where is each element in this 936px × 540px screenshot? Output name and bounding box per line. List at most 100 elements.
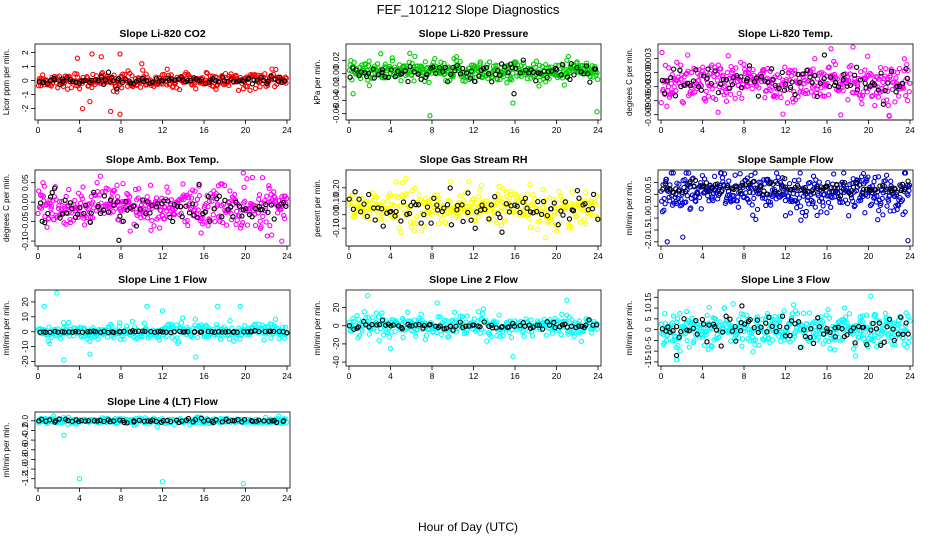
data-point: [511, 91, 517, 97]
data-point: [810, 173, 817, 179]
data-point: [544, 212, 550, 219]
data-point: [483, 69, 489, 76]
data-point: [880, 190, 886, 196]
data-point: [111, 187, 117, 194]
data-point: [573, 330, 579, 336]
panel-title: Slope Li-820 Pressure: [419, 28, 529, 40]
data-point: [117, 205, 123, 211]
data-point: [765, 335, 772, 341]
data-point: [810, 66, 816, 72]
x-tick-label: 0: [659, 371, 664, 381]
data-point: [545, 68, 551, 75]
data-point: [215, 79, 221, 85]
data-point: [57, 215, 63, 221]
data-point: [506, 329, 512, 336]
data-point: [423, 332, 430, 339]
data-point: [409, 72, 415, 79]
data-point: [234, 208, 240, 215]
data-point: [668, 170, 674, 176]
data-point: [221, 182, 228, 189]
data-point: [140, 197, 146, 203]
data-point: [841, 170, 847, 176]
data-point: [99, 189, 105, 195]
data-point: [882, 177, 889, 184]
data-point: [493, 325, 499, 331]
data-point: [796, 177, 802, 183]
x-tick-label: 12: [158, 371, 168, 381]
data-point: [469, 197, 476, 203]
data-point: [824, 210, 830, 216]
data-point: [463, 70, 470, 76]
data-point: [777, 189, 783, 195]
data-point: [812, 331, 818, 338]
data-point: [568, 61, 574, 67]
data-point: [440, 69, 446, 75]
data-point: [87, 338, 93, 344]
y-tick-label: -0.02: [331, 77, 341, 97]
data-point: [687, 82, 693, 89]
data-point: [193, 354, 199, 360]
data-point: [142, 328, 148, 335]
data-point: [284, 330, 290, 336]
data-point: [504, 193, 510, 200]
data-point: [205, 194, 212, 200]
x-tick-label: 4: [700, 251, 705, 261]
data-point: [888, 178, 894, 184]
data-point: [241, 184, 247, 190]
data-point: [788, 187, 794, 193]
data-point: [662, 90, 668, 96]
data-point: [538, 211, 545, 218]
data-point: [252, 222, 259, 229]
x-tick-label: 12: [781, 371, 791, 381]
data-point: [279, 238, 285, 244]
data-point: [91, 189, 97, 196]
data-point: [880, 101, 887, 107]
data-point: [402, 68, 408, 74]
data-point: [754, 314, 761, 320]
data-point: [229, 216, 235, 223]
y-tick-label: -20: [331, 337, 341, 350]
data-point: [156, 225, 163, 231]
x-tick-label: 0: [347, 251, 352, 261]
data-point: [902, 209, 908, 215]
data-point: [737, 188, 743, 194]
data-point: [386, 334, 392, 340]
data-point: [730, 301, 736, 307]
data-point: [104, 334, 111, 340]
data-point: [37, 200, 44, 206]
data-point: [398, 78, 404, 84]
x-tick-label: 16: [822, 371, 832, 381]
data-point: [903, 320, 909, 326]
data-point: [670, 189, 676, 196]
data-point: [238, 222, 245, 228]
data-point: [702, 329, 709, 335]
data-point: [460, 218, 466, 225]
data-point: [529, 333, 536, 339]
data-point: [418, 220, 424, 226]
data-point: [85, 206, 92, 213]
data-point: [831, 347, 838, 353]
data-point: [284, 195, 290, 202]
data-point: [98, 74, 105, 80]
data-point: [236, 78, 242, 84]
data-point: [571, 72, 577, 78]
data-point: [61, 357, 67, 363]
data-point: [398, 218, 404, 224]
data-point: [268, 73, 274, 79]
data-point: [862, 210, 868, 216]
data-point: [452, 67, 458, 74]
data-point: [233, 221, 239, 228]
data-point: [508, 334, 515, 341]
data-point: [72, 197, 78, 204]
y-tick-label: 5: [643, 316, 653, 321]
data-point: [176, 86, 183, 93]
data-point: [361, 209, 367, 215]
data-point: [699, 316, 706, 323]
data-point: [495, 191, 501, 197]
data-point: [704, 339, 710, 345]
data-point: [687, 178, 693, 185]
x-tick-label: 24: [905, 371, 915, 381]
data-point: [231, 329, 237, 335]
data-point: [820, 318, 826, 324]
